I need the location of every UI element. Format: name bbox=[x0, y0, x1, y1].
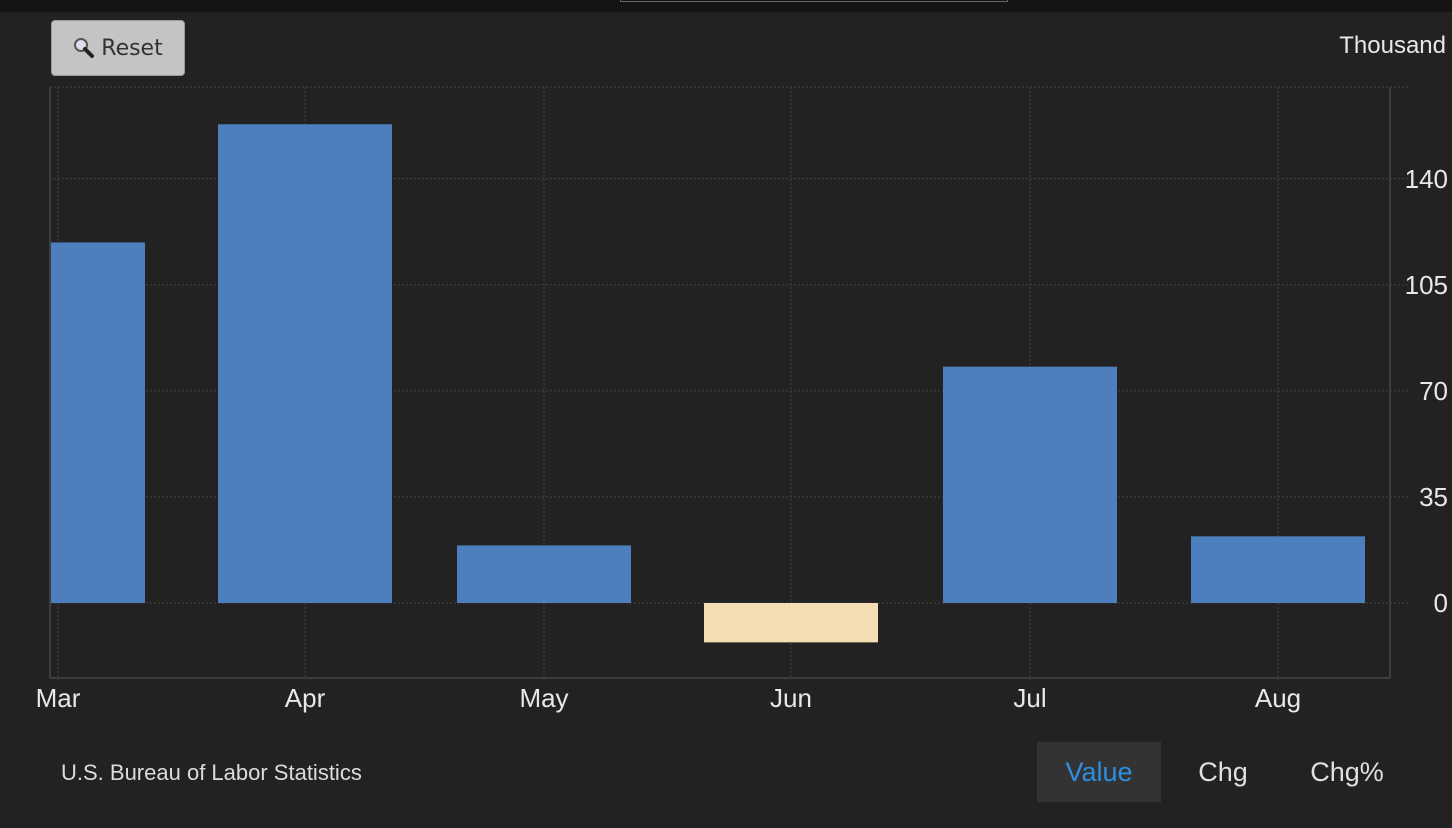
bar-Apr bbox=[218, 124, 392, 603]
bar-chart: 0 35 70 105 140 Mar Apr May Jun Jul Aug bbox=[36, 86, 1448, 713]
value-button[interactable]: Value bbox=[1037, 742, 1161, 802]
unit-label: Thousand bbox=[1339, 32, 1446, 59]
source-label: U.S. Bureau of Labor Statistics bbox=[61, 760, 362, 785]
magnifier-icon bbox=[74, 38, 95, 58]
y-tick-label: 0 bbox=[1434, 588, 1448, 618]
top-input-box[interactable] bbox=[620, 0, 1008, 2]
bar-May bbox=[457, 545, 631, 603]
top-bar bbox=[0, 0, 1452, 12]
chg-button[interactable]: Chg bbox=[1198, 756, 1248, 787]
bar-Mar bbox=[51, 242, 145, 603]
bar-Jul bbox=[943, 366, 1117, 603]
y-tick-label: 140 bbox=[1405, 164, 1448, 194]
bar-Aug bbox=[1191, 536, 1365, 603]
x-tick-label: Aug bbox=[1255, 683, 1301, 713]
x-tick-label: Apr bbox=[285, 683, 326, 713]
y-tick-label: 105 bbox=[1405, 270, 1448, 300]
x-tick-label: Jun bbox=[770, 683, 812, 713]
x-tick-label: Mar bbox=[36, 683, 81, 713]
bar-Jun bbox=[704, 603, 878, 643]
x-tick-label: May bbox=[519, 683, 568, 713]
y-tick-label: 35 bbox=[1419, 482, 1448, 512]
reset-zoom-button[interactable]: Reset bbox=[51, 20, 185, 76]
reset-label: Reset bbox=[101, 35, 163, 61]
x-tick-label: Jul bbox=[1013, 683, 1046, 713]
view-toggle: Value Chg Chg% bbox=[1037, 742, 1409, 802]
chg-percent-button[interactable]: Chg% bbox=[1310, 756, 1384, 787]
y-tick-label: 70 bbox=[1419, 376, 1448, 406]
